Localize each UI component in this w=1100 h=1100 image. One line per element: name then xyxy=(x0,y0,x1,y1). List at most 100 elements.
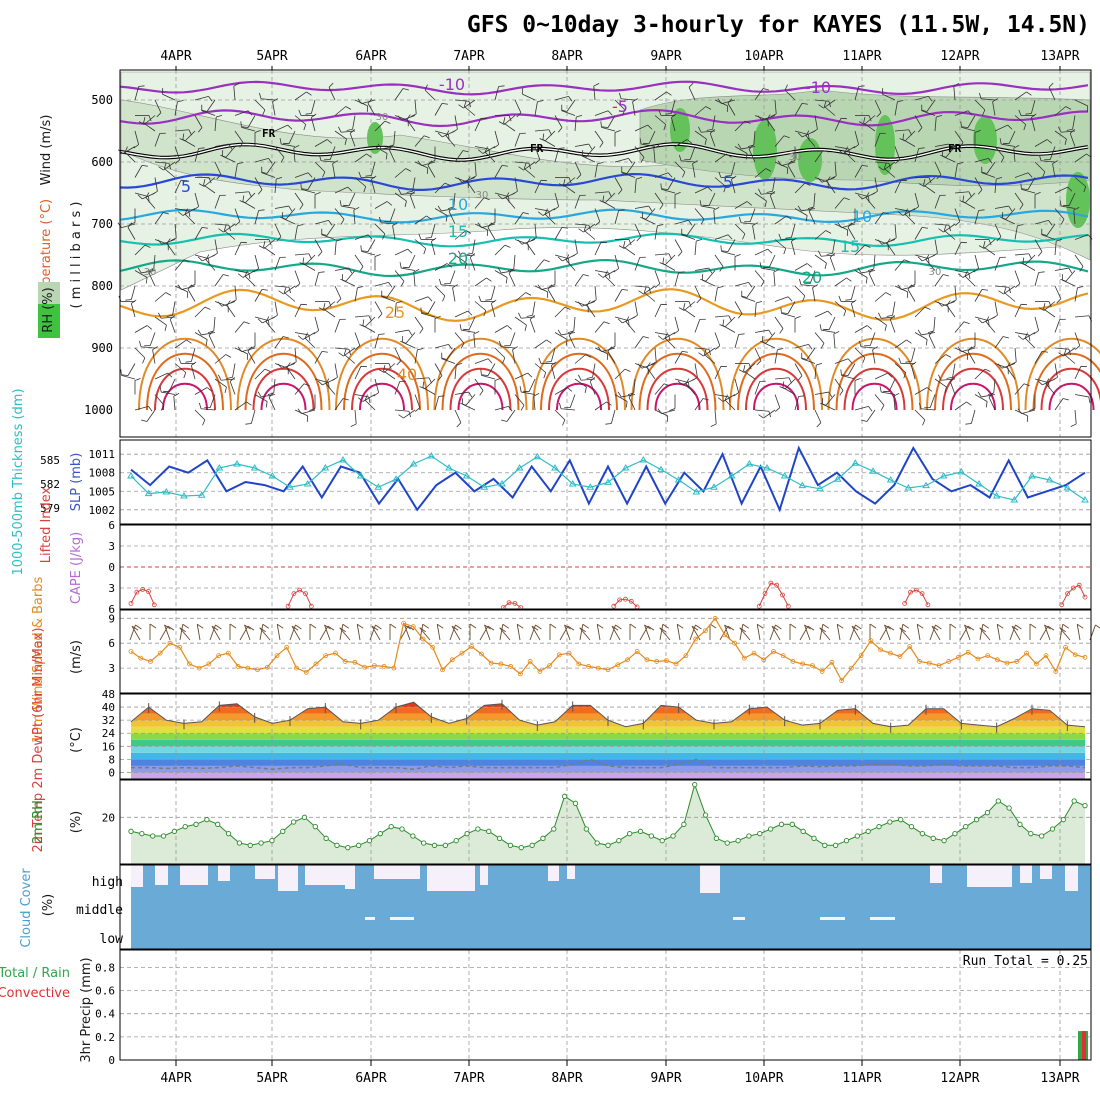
wind10m-barb-flag xyxy=(836,623,844,629)
rh2m-point xyxy=(1071,798,1077,804)
rh2m-point xyxy=(681,821,687,827)
wind-barb xyxy=(281,143,296,147)
wind-barb-flag xyxy=(1046,139,1053,144)
wind-barb xyxy=(274,179,277,194)
wind-barb xyxy=(534,363,546,373)
wind-barb-flag xyxy=(597,346,602,352)
rh2m-point xyxy=(789,821,795,827)
lifted-index-point xyxy=(925,602,931,608)
wind-barb xyxy=(1014,383,1025,395)
wind-speed-point xyxy=(342,659,348,664)
wind-barb xyxy=(1074,332,1081,346)
wind-barb xyxy=(621,98,636,101)
wind-barb-flag xyxy=(458,104,464,109)
temp-band xyxy=(131,759,1085,766)
wind-barb xyxy=(1014,115,1026,125)
wind-barb xyxy=(434,208,448,216)
wind-barb-flag xyxy=(996,176,1003,180)
wind-barb-flag xyxy=(243,321,250,325)
wind-barb xyxy=(946,305,956,318)
lifted-index-point xyxy=(285,603,291,609)
wind-barb-flag xyxy=(817,177,823,183)
rh2m-point xyxy=(1006,805,1012,811)
wind-barb xyxy=(434,363,443,376)
wind-barb xyxy=(594,163,598,178)
wind-barb-flag xyxy=(323,303,326,310)
temp-band xyxy=(131,702,1085,708)
wind-barb-flag xyxy=(808,206,814,212)
rh2m-point xyxy=(171,828,178,834)
wind-barb-flag xyxy=(904,208,908,215)
wind10m-barb xyxy=(196,624,201,641)
wind-barb xyxy=(190,365,196,380)
wind-barb-flag xyxy=(445,215,448,222)
wind-barb xyxy=(414,215,427,225)
wind-barb-flag xyxy=(658,109,662,116)
wind-barb-flag xyxy=(225,354,232,358)
wind-barb-flag xyxy=(1028,253,1032,260)
contour-label: 30 xyxy=(789,152,802,163)
wind-barb xyxy=(794,343,809,349)
wind-barb xyxy=(622,316,636,324)
wind-barb xyxy=(194,227,203,240)
freezing-level-label: FR xyxy=(530,142,544,155)
wind-barb xyxy=(974,210,980,225)
wind-barb-flag xyxy=(1045,378,1050,384)
wind-barb xyxy=(694,241,697,256)
wind-barb-flag xyxy=(637,363,643,369)
wind-barb-flag xyxy=(497,267,502,274)
wind-barb xyxy=(874,99,882,113)
upper-air-frame xyxy=(119,69,1092,438)
wind-barb xyxy=(954,163,958,178)
temp-contour-warm-loop xyxy=(1048,382,1095,411)
wind-barb-flag xyxy=(224,386,227,393)
wind-barb xyxy=(824,106,836,116)
wind-barb xyxy=(834,301,846,311)
wind-barb-flag xyxy=(1006,362,1011,368)
wind-barb xyxy=(684,301,696,311)
wind-barb xyxy=(414,394,421,408)
wind-barb xyxy=(574,274,584,287)
wind-barb xyxy=(1042,378,1056,386)
wind10m-barb xyxy=(404,624,411,641)
wind-barb xyxy=(714,315,729,318)
wind-barb xyxy=(354,234,369,240)
wind-speed-point xyxy=(167,640,173,646)
wind-barb xyxy=(261,394,276,398)
wind-barb-flag xyxy=(226,376,233,379)
wind10m-barb-flag xyxy=(407,625,415,631)
wind-barb-flag xyxy=(321,350,328,353)
temp-contour-warm-loop xyxy=(154,367,216,411)
rh2m-point xyxy=(1017,821,1023,827)
wind-barb-flag xyxy=(438,278,442,285)
thickness-point xyxy=(339,456,347,463)
wind-barb xyxy=(174,101,178,116)
wind-barb-flag xyxy=(167,372,173,378)
wind-barb xyxy=(914,192,920,207)
wind-barb xyxy=(414,135,425,147)
x-tick-label-bottom: 4APR xyxy=(160,1071,191,1086)
temp-contour-warm-loop xyxy=(630,337,725,411)
wind-barb-flag xyxy=(897,211,904,216)
contour-label: 30 xyxy=(476,190,489,201)
thickness-point xyxy=(674,476,683,483)
wind-barb xyxy=(1074,315,1089,318)
wind10m-barb-flag xyxy=(309,623,317,629)
wind-barb-flag xyxy=(134,377,141,381)
rh2m-point xyxy=(475,826,481,832)
wind-barb xyxy=(954,110,969,116)
wind-barb xyxy=(529,319,536,333)
rh2m-point xyxy=(952,831,958,837)
x-tick-label-bottom: 6APR xyxy=(355,1071,386,1086)
wind-barb-flag xyxy=(226,300,231,306)
wind-barb-flag xyxy=(917,127,923,133)
rh2m-point xyxy=(356,842,362,848)
wind-barb xyxy=(1034,351,1043,364)
wind-barb-flag xyxy=(608,191,612,198)
wind10m-barb-flag xyxy=(164,624,171,630)
wind-speed-point xyxy=(225,650,231,656)
wind-barb-flag xyxy=(427,296,433,302)
rh2m-point xyxy=(941,838,947,844)
wind10m-barb xyxy=(484,624,491,641)
wind-barb xyxy=(774,377,789,380)
